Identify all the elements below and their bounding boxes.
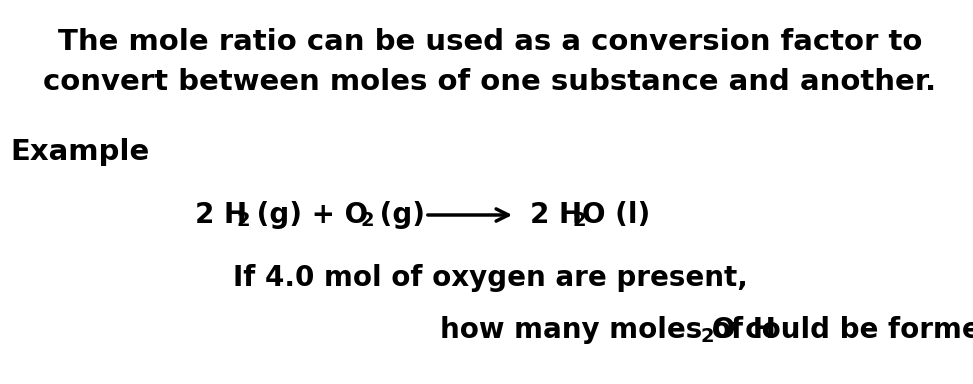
Text: Example: Example — [10, 138, 149, 166]
Text: 2: 2 — [237, 212, 251, 230]
Text: 2: 2 — [572, 212, 586, 230]
Text: O (l): O (l) — [582, 201, 650, 229]
Text: convert between moles of one substance and another.: convert between moles of one substance a… — [44, 68, 937, 96]
Text: how many moles of H: how many moles of H — [440, 316, 775, 344]
Text: 2: 2 — [700, 326, 713, 346]
Text: If 4.0 mol of oxygen are present,: If 4.0 mol of oxygen are present, — [233, 264, 747, 292]
Text: 2: 2 — [360, 212, 374, 230]
Text: The mole ratio can be used as a conversion factor to: The mole ratio can be used as a conversi… — [57, 28, 922, 56]
Text: (g) + O: (g) + O — [247, 201, 368, 229]
Text: 2 H: 2 H — [195, 201, 247, 229]
Text: 2 H: 2 H — [530, 201, 582, 229]
Text: O could be formed?: O could be formed? — [712, 316, 973, 344]
Text: (g): (g) — [370, 201, 425, 229]
